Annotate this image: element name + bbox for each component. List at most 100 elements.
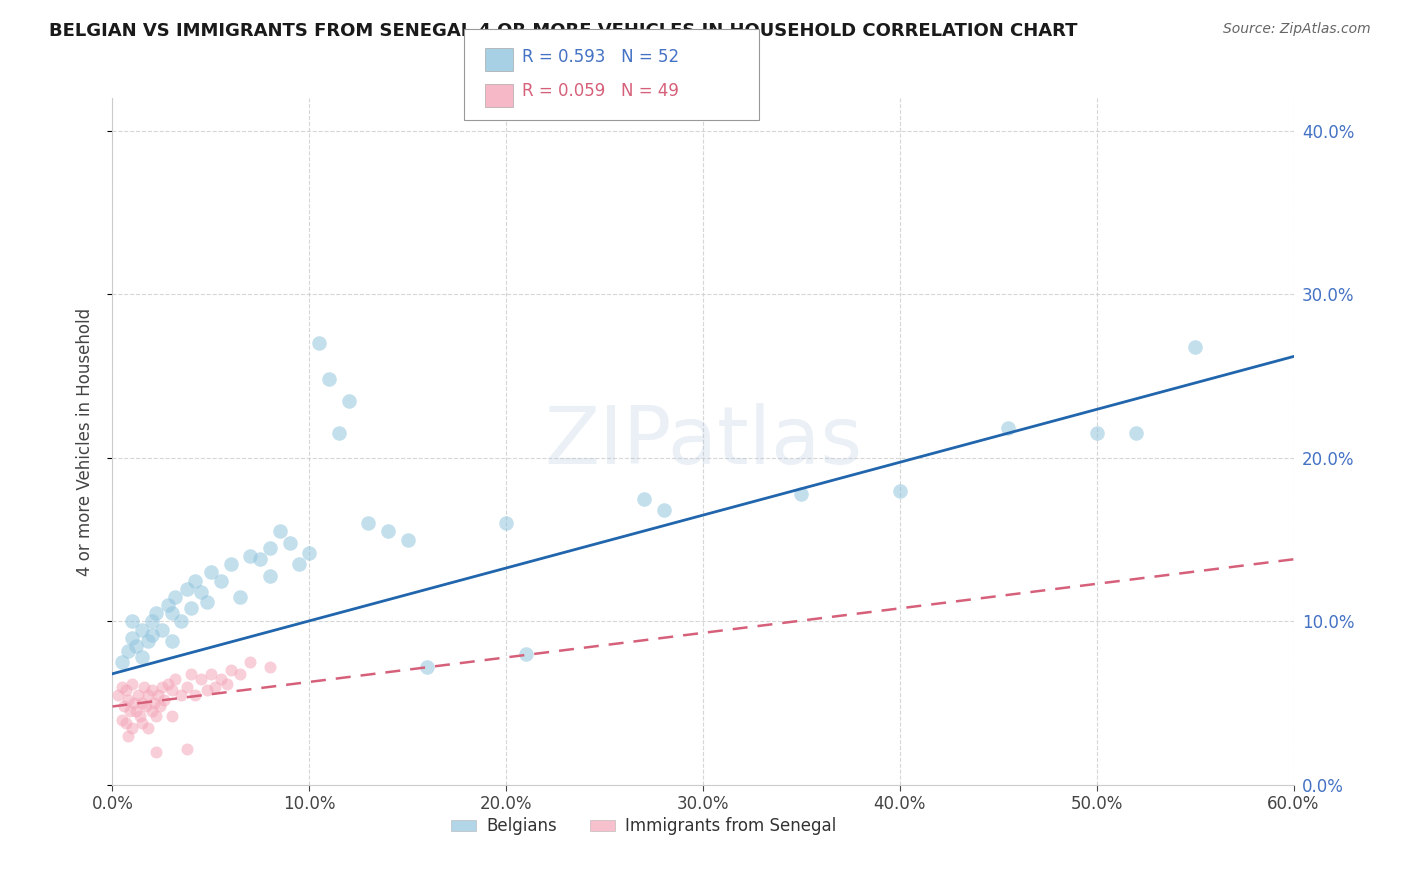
Text: ZIPatlas: ZIPatlas — [544, 402, 862, 481]
Y-axis label: 4 or more Vehicles in Household: 4 or more Vehicles in Household — [76, 308, 94, 575]
Point — [136, 721, 159, 735]
Point — [111, 680, 134, 694]
Text: R = 0.059   N = 49: R = 0.059 N = 49 — [522, 82, 679, 100]
Point — [200, 566, 222, 580]
Point — [259, 660, 281, 674]
Point — [136, 688, 159, 702]
Point — [142, 696, 165, 710]
Point — [190, 585, 212, 599]
Point — [112, 699, 135, 714]
Point — [170, 688, 193, 702]
Point — [121, 631, 143, 645]
Point — [146, 688, 169, 702]
Point — [165, 590, 187, 604]
Point — [195, 595, 218, 609]
Point — [176, 742, 198, 756]
Legend: Belgians, Immigrants from Senegal: Belgians, Immigrants from Senegal — [444, 811, 844, 842]
Point — [1125, 426, 1147, 441]
Point — [121, 615, 143, 629]
Point — [278, 536, 301, 550]
Point — [141, 683, 163, 698]
Point — [790, 487, 813, 501]
Text: R = 0.593   N = 52: R = 0.593 N = 52 — [522, 48, 679, 66]
Point — [239, 549, 262, 563]
Point — [239, 655, 262, 669]
Point — [204, 680, 226, 694]
Point — [308, 336, 330, 351]
Point — [495, 516, 517, 531]
Point — [229, 666, 252, 681]
Point — [111, 655, 134, 669]
Point — [145, 745, 167, 759]
Point — [1085, 426, 1108, 441]
Point — [135, 699, 157, 714]
Point — [209, 672, 232, 686]
Point — [150, 680, 173, 694]
Point — [136, 634, 159, 648]
Point — [117, 693, 139, 707]
Point — [125, 639, 148, 653]
Point — [889, 483, 911, 498]
Point — [200, 666, 222, 681]
Point — [209, 574, 232, 588]
Point — [318, 372, 340, 386]
Point — [195, 683, 218, 698]
Point — [131, 650, 153, 665]
Point — [215, 676, 238, 690]
Point — [515, 647, 537, 661]
Point — [180, 666, 202, 681]
Point — [165, 672, 187, 686]
Point — [150, 623, 173, 637]
Point — [170, 615, 193, 629]
Point — [180, 601, 202, 615]
Point — [120, 705, 142, 719]
Point — [298, 546, 321, 560]
Point — [416, 660, 439, 674]
Point — [141, 615, 163, 629]
Point — [117, 644, 139, 658]
Point — [107, 688, 129, 702]
Point — [131, 623, 153, 637]
Point — [160, 607, 183, 621]
Point — [288, 557, 311, 571]
Point — [269, 524, 291, 539]
Point — [1184, 340, 1206, 354]
Point — [156, 676, 179, 690]
Point — [219, 664, 242, 678]
Point — [117, 729, 139, 743]
Point — [131, 715, 153, 730]
Point — [152, 693, 174, 707]
Point — [121, 721, 143, 735]
Point — [652, 503, 675, 517]
Point — [190, 672, 212, 686]
Point — [122, 696, 145, 710]
Point — [132, 680, 155, 694]
Point — [141, 705, 163, 719]
Point — [125, 705, 148, 719]
Point — [396, 533, 419, 547]
Point — [141, 627, 163, 641]
Point — [156, 598, 179, 612]
Point — [633, 491, 655, 506]
Point — [145, 709, 167, 723]
Point — [184, 574, 207, 588]
Point — [337, 393, 360, 408]
Point — [997, 421, 1019, 435]
Point — [259, 541, 281, 555]
Point — [176, 680, 198, 694]
Point — [145, 607, 167, 621]
Point — [149, 699, 172, 714]
Point — [160, 634, 183, 648]
Point — [328, 426, 350, 441]
Point — [127, 688, 149, 702]
Text: BELGIAN VS IMMIGRANTS FROM SENEGAL 4 OR MORE VEHICLES IN HOUSEHOLD CORRELATION C: BELGIAN VS IMMIGRANTS FROM SENEGAL 4 OR … — [49, 22, 1078, 40]
Point — [249, 552, 271, 566]
Point — [111, 713, 134, 727]
Point — [131, 696, 153, 710]
Point — [357, 516, 380, 531]
Point — [229, 590, 252, 604]
Point — [115, 683, 138, 698]
Point — [129, 709, 152, 723]
Text: Source: ZipAtlas.com: Source: ZipAtlas.com — [1223, 22, 1371, 37]
Point — [377, 524, 399, 539]
